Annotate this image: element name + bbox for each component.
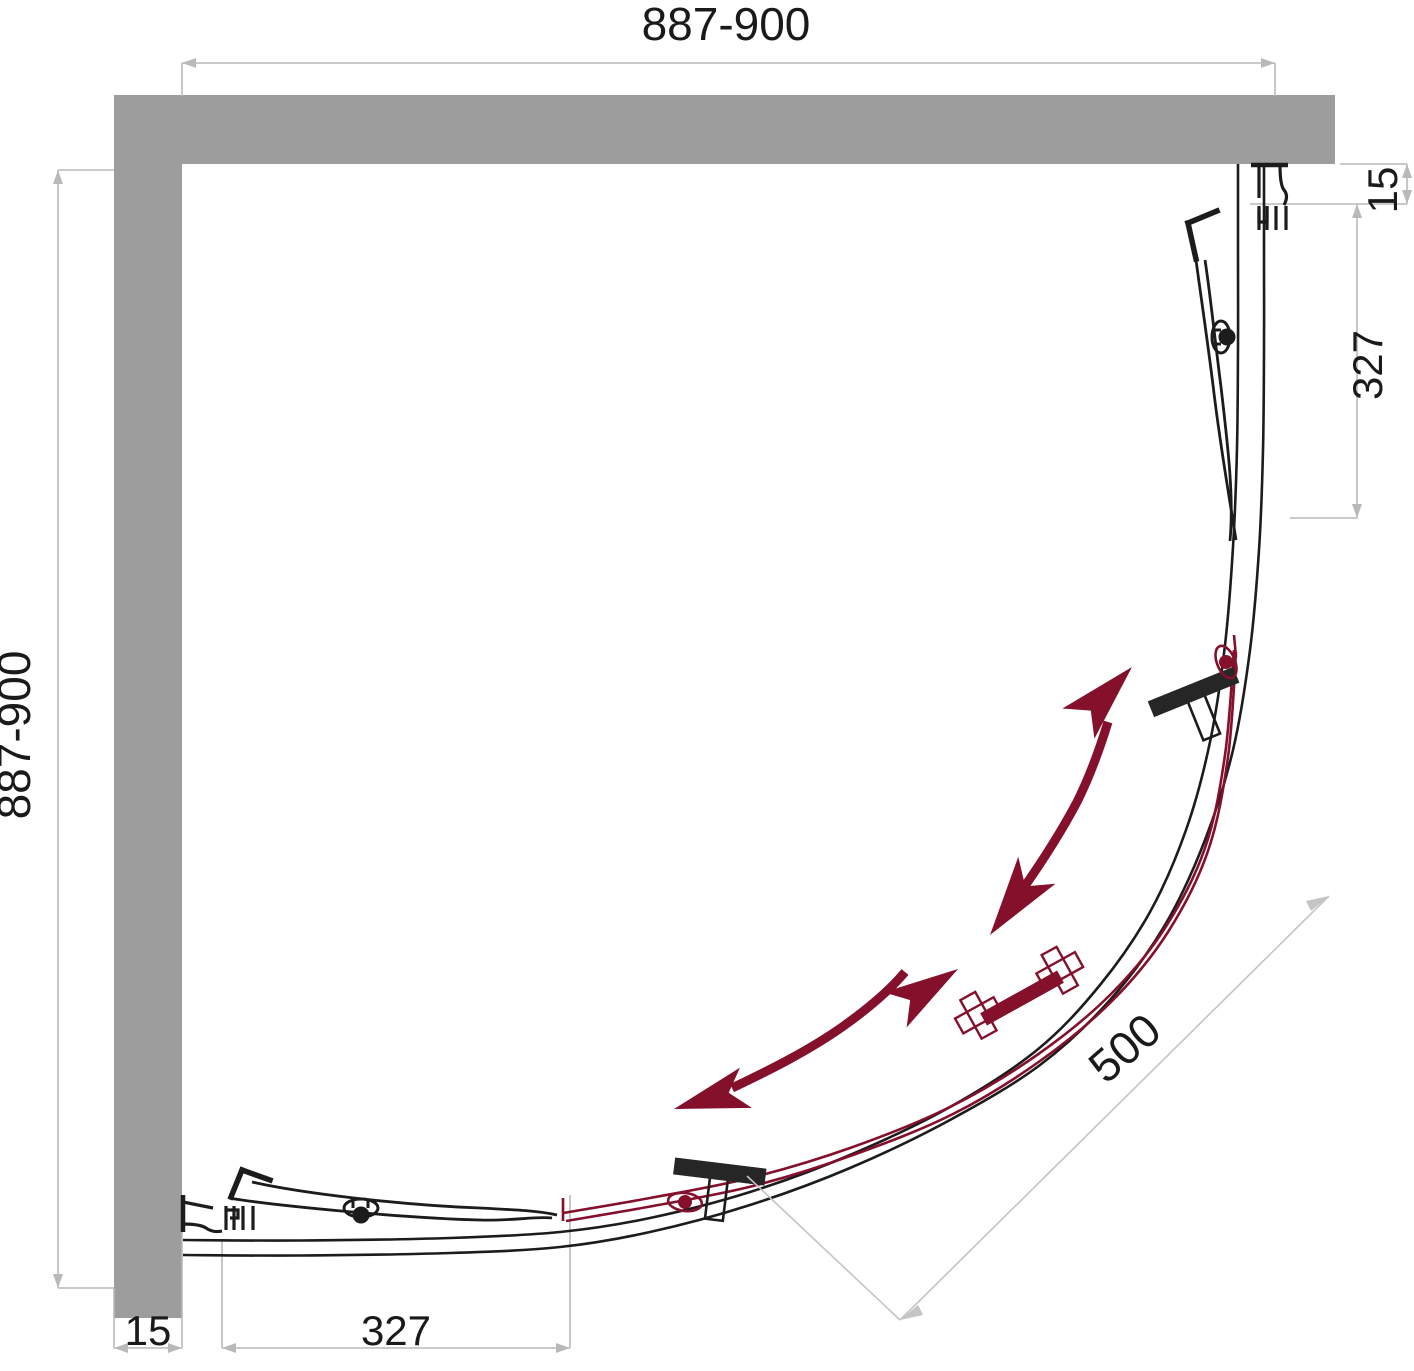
svg-text:15: 15 [1359,167,1406,214]
svg-text:327: 327 [361,1307,431,1354]
svg-text:15: 15 [125,1307,172,1354]
svg-text:327: 327 [1344,330,1391,400]
svg-text:887-900: 887-900 [0,651,40,820]
svg-text:887-900: 887-900 [642,0,811,50]
